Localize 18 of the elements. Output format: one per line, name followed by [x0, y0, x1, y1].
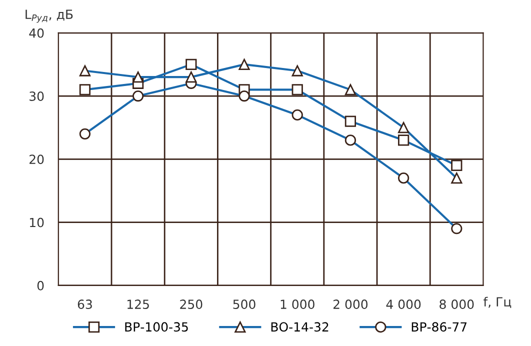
- legend-label: ВР-86-77: [412, 322, 467, 332]
- y-tick-label: 30: [30, 91, 44, 101]
- x-tick-label: 8 000: [440, 300, 474, 310]
- x-tick-label: 125: [128, 300, 149, 310]
- x-tick-label: 1 000: [280, 300, 314, 310]
- x-tick-label: 2 000: [333, 300, 368, 310]
- x-tick-label: 4 000: [386, 300, 421, 310]
- y-tick-label: 10: [30, 218, 44, 228]
- legend-label: ВО-14-32: [271, 322, 328, 332]
- x-tick-label: 63: [78, 300, 92, 310]
- legend-label: ВР-100-35: [125, 322, 188, 332]
- y-axis-title: L$_{Pуд}$, дБ: [26, 10, 73, 23]
- x-axis-title: f, Гц: [483, 296, 512, 308]
- x-tick-label: 250: [180, 300, 202, 310]
- y-tick-label: 0: [37, 280, 44, 290]
- y-tick-label: 20: [30, 154, 44, 164]
- y-tick-label: 40: [29, 28, 44, 38]
- x-tick-label: 500: [233, 300, 256, 310]
